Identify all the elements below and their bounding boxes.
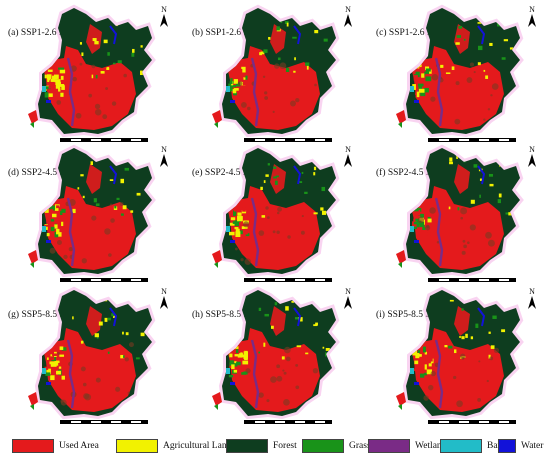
scale-bar (428, 416, 516, 426)
land-cover (38, 8, 152, 134)
land-cover (406, 8, 520, 134)
land-cover (38, 148, 152, 274)
scale-bar (60, 134, 148, 144)
land-cover (222, 8, 336, 134)
island (28, 392, 38, 406)
north-label: N (161, 5, 167, 14)
land-use-map (28, 286, 156, 420)
island (396, 250, 406, 264)
north-arrow-icon: N (156, 145, 172, 168)
north-arrow-icon: N (524, 287, 540, 310)
legend-swatch (368, 439, 410, 453)
map-panel-b: (b) SSP1-2.6 2039 N (186, 2, 366, 146)
north-arrow-icon: N (524, 5, 540, 28)
panel-label: (d) SSP2-4.5 2029 (8, 168, 79, 178)
land-use-map (396, 286, 524, 420)
north-arrow-icon: N (524, 145, 540, 168)
legend-swatch (226, 439, 268, 453)
north-label: N (345, 145, 351, 154)
legend-item-used-area: Used Area (12, 437, 99, 455)
land-cover (406, 290, 520, 416)
panel-label: (b) SSP1-2.6 2039 (192, 28, 263, 38)
north-arrow-icon: N (340, 287, 356, 310)
land-use-map (396, 4, 524, 138)
north-label: N (529, 5, 535, 14)
scale-bar (244, 416, 332, 426)
island (396, 110, 406, 124)
panel-label: (i) SSP5-8.5 2049 (376, 310, 445, 320)
island (396, 392, 406, 406)
legend-label: Grass (349, 441, 371, 451)
north-arrow-icon: N (340, 5, 356, 28)
north-label: N (345, 287, 351, 296)
island (28, 110, 38, 124)
legend-item-water: Water (498, 437, 543, 455)
land-cover (222, 290, 336, 416)
scale-bar (244, 274, 332, 284)
panel-label: (a) SSP1-2.6 2029 (8, 28, 78, 38)
north-label: N (345, 5, 351, 14)
map-panel-h: (h) SSP5-8.5 2039 N (186, 284, 366, 428)
legend-label: Water (521, 441, 544, 451)
land-use-map (28, 144, 156, 278)
legend: Used Area Agricultural Land Forest Grass… (0, 428, 550, 464)
legend-label: Agricultural Land (163, 441, 232, 451)
north-label: N (161, 287, 167, 296)
scale-bar (60, 416, 148, 426)
north-arrow-icon: N (156, 287, 172, 310)
land-cover (222, 148, 336, 274)
north-label: N (529, 145, 535, 154)
legend-label: Forest (273, 441, 297, 451)
north-arrow-icon: N (156, 5, 172, 28)
land-use-map (212, 286, 340, 420)
land-use-map (396, 144, 524, 278)
scale-bar (428, 134, 516, 144)
legend-label: Wetland (415, 441, 447, 451)
legend-label: Used Area (59, 441, 99, 451)
panel-label: (e) SSP2-4.5 2039 (192, 168, 262, 178)
scale-bar (428, 274, 516, 284)
map-panel-f: (f) SSP2-4.5 2049 N (370, 142, 550, 286)
panel-label: (h) SSP5-8.5 2039 (192, 310, 263, 320)
legend-item-agricultural-land: Agricultural Land (116, 437, 231, 455)
legend-swatch (498, 439, 516, 453)
map-panel-a: (a) SSP1-2.6 2029 N (2, 2, 182, 146)
map-panel-g: (g) SSP5-8.5 2029 N (2, 284, 182, 428)
legend-swatch (302, 439, 344, 453)
land-use-map (28, 4, 156, 138)
legend-item-forest: Forest (226, 437, 297, 455)
panel-label: (f) SSP2-4.5 2049 (376, 168, 445, 178)
legend-item-wetland: Wetland (368, 437, 446, 455)
north-arrow-icon: N (340, 145, 356, 168)
legend-swatch (12, 439, 54, 453)
panel-label: (c) SSP1-2.6 2049 (376, 28, 446, 38)
scale-bar (60, 274, 148, 284)
map-panel-i: (i) SSP5-8.5 2049 N (370, 284, 550, 428)
land-use-map (212, 144, 340, 278)
island (212, 250, 222, 264)
legend-item-grass: Grass (302, 437, 371, 455)
north-label: N (161, 145, 167, 154)
land-use-map (212, 4, 340, 138)
map-panel-e: (e) SSP2-4.5 2039 N (186, 142, 366, 286)
map-panel-c: (c) SSP1-2.6 2049 N (370, 2, 550, 146)
panel-label: (g) SSP5-8.5 2029 (8, 310, 79, 320)
scale-bar (244, 134, 332, 144)
north-label: N (529, 287, 535, 296)
island (212, 110, 222, 124)
land-cover (38, 290, 152, 416)
island (28, 250, 38, 264)
land-cover (406, 148, 520, 274)
legend-swatch (440, 439, 482, 453)
legend-swatch (116, 439, 158, 453)
map-panel-d: (d) SSP2-4.5 2029 N (2, 142, 182, 286)
island (212, 392, 222, 406)
